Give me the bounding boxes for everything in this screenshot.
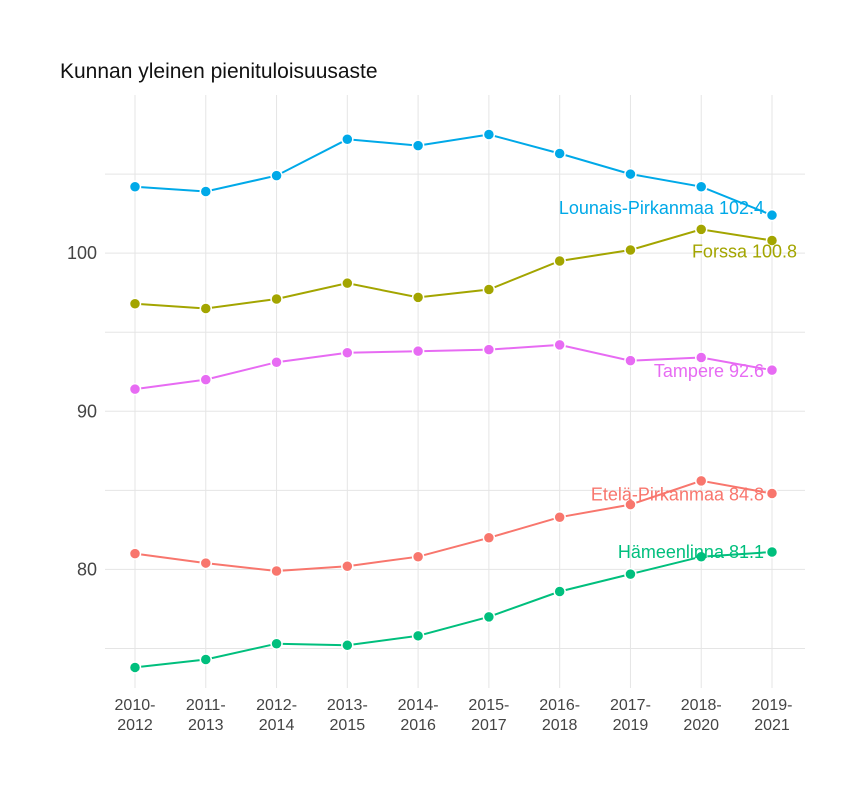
data-point xyxy=(270,292,283,306)
x-tick-label: 2012-2014 xyxy=(256,697,297,734)
data-point xyxy=(482,531,496,545)
data-point xyxy=(624,243,637,257)
data-point xyxy=(341,133,354,146)
chart-title: Kunnan yleinen pienituloisuusaste xyxy=(60,60,378,83)
series-end-label: Forssa 100.8 xyxy=(692,241,797,261)
data-point xyxy=(411,291,425,304)
series-line xyxy=(134,551,773,669)
data-point xyxy=(553,254,566,268)
x-tick-label: 2014-2016 xyxy=(398,697,439,734)
series-tampere xyxy=(128,338,779,396)
y-axis-ticks: 80 90 100 xyxy=(67,243,97,579)
data-point xyxy=(411,629,425,643)
x-tick-label: 2019-2021 xyxy=(752,697,793,734)
data-point xyxy=(765,208,779,222)
data-point xyxy=(553,147,566,160)
series-line xyxy=(134,228,773,310)
series-line xyxy=(134,479,773,573)
data-point xyxy=(765,363,779,377)
data-point xyxy=(694,223,708,236)
data-point xyxy=(270,564,283,578)
data-point xyxy=(482,610,496,624)
data-point xyxy=(341,559,354,573)
data-point xyxy=(341,639,354,652)
data-point xyxy=(270,355,283,369)
series-end-label: Etelä-Pirkanmaa 84.8 xyxy=(591,484,764,504)
x-tick-label: 2017-2019 xyxy=(610,697,651,734)
data-point xyxy=(482,343,496,356)
data-point xyxy=(199,185,213,198)
series-etel-pirkanmaa xyxy=(128,474,779,578)
series-labels: Lounais-Pirkanmaa 102.4 Forssa 100.8 Tampe… xyxy=(559,198,797,562)
data-point xyxy=(199,373,213,386)
series-lounais-pirkanmaa xyxy=(128,128,779,222)
series-end-label: Hämeenlinna 81.1 xyxy=(618,542,764,562)
data-point xyxy=(199,302,213,315)
x-tick-label: 2016-2018 xyxy=(539,697,580,734)
x-axis-ticks: 2010-2012 2011-2013 2012-2014 2013-2015 2014… xyxy=(115,697,793,734)
data-point xyxy=(270,637,283,650)
data-point xyxy=(624,498,637,511)
x-tick-label: 2013-2015 xyxy=(327,697,368,734)
data-point xyxy=(765,545,779,559)
data-point xyxy=(624,167,637,181)
data-point xyxy=(624,354,637,367)
data-point xyxy=(411,344,425,358)
grid-lines xyxy=(105,95,805,688)
data-point xyxy=(765,234,779,247)
series-lines xyxy=(128,128,779,674)
series-line xyxy=(134,133,773,217)
data-point xyxy=(411,139,425,152)
data-point xyxy=(128,661,142,674)
data-point xyxy=(624,567,637,581)
data-point xyxy=(128,382,142,396)
data-point xyxy=(341,276,354,290)
data-point xyxy=(411,550,425,563)
data-point xyxy=(694,474,708,488)
series-end-label: Tampere 92.6 xyxy=(654,361,764,381)
data-point xyxy=(553,338,566,352)
data-point xyxy=(482,128,496,141)
x-tick-label: 2011-2013 xyxy=(186,697,226,734)
data-point xyxy=(199,556,213,570)
series-forssa xyxy=(128,223,779,315)
y-tick-label: 80 xyxy=(77,559,97,579)
data-point xyxy=(482,283,496,296)
y-tick-label: 90 xyxy=(77,401,97,421)
x-tick-label: 2018-2020 xyxy=(681,697,722,734)
data-point xyxy=(128,180,142,193)
data-point xyxy=(765,487,779,500)
data-point xyxy=(553,510,566,524)
series-line xyxy=(134,343,773,391)
x-tick-label: 2010-2012 xyxy=(115,697,156,734)
data-point xyxy=(270,169,283,182)
series-end-label: Lounais-Pirkanmaa 102.4 xyxy=(559,198,764,218)
data-point xyxy=(341,346,354,360)
data-point xyxy=(553,585,566,598)
data-point xyxy=(128,547,142,560)
y-tick-label: 100 xyxy=(67,243,97,263)
data-point xyxy=(128,297,142,310)
data-point xyxy=(199,653,213,666)
x-tick-label: 2015-2017 xyxy=(468,697,509,734)
data-point xyxy=(694,550,708,563)
data-point xyxy=(694,180,708,193)
series-h-meenlinna xyxy=(128,545,779,674)
data-point xyxy=(694,351,708,364)
